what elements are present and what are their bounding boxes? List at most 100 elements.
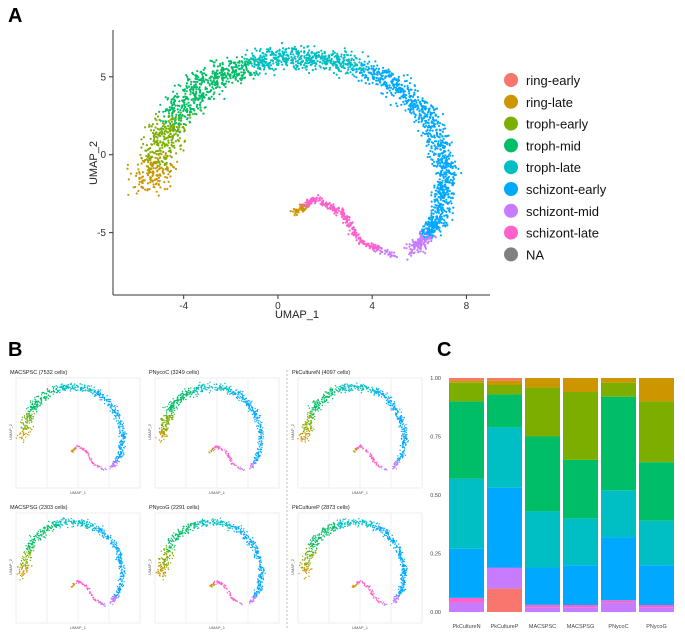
- umap-point: [151, 123, 154, 126]
- umap-point: [323, 62, 326, 65]
- umap-point: [182, 125, 185, 129]
- umap-point: [164, 129, 167, 133]
- umap-point: [213, 61, 216, 64]
- facet-point: [114, 407, 117, 409]
- umap-point: [441, 113, 445, 116]
- umap-point: [227, 69, 230, 72]
- facet-point: [258, 449, 260, 451]
- umap-point: [445, 178, 448, 181]
- umap-point: [211, 86, 214, 89]
- umap-point: [170, 164, 173, 167]
- umap-point: [160, 133, 163, 136]
- umap-point: [184, 92, 187, 95]
- facet-point: [32, 400, 34, 402]
- umap-point: [391, 81, 394, 85]
- umap-point: [151, 131, 155, 135]
- umap-point: [370, 64, 373, 68]
- facet-point: [89, 459, 91, 461]
- umap-point: [313, 197, 316, 200]
- facet-point: [171, 418, 173, 421]
- umap-point: [437, 181, 440, 184]
- umap-point: [232, 66, 235, 69]
- facet-point: [339, 390, 341, 392]
- umap-point: [371, 73, 374, 76]
- umap-point: [449, 151, 452, 154]
- umap-point: [169, 127, 172, 130]
- umap-point: [234, 78, 237, 81]
- umap-point: [368, 60, 371, 63]
- umap-point: [206, 90, 209, 93]
- facet-point: [224, 449, 226, 451]
- umap-point: [142, 142, 145, 146]
- facet-point: [382, 393, 385, 395]
- umap-point: [199, 95, 202, 98]
- umap-point: [310, 52, 313, 55]
- umap-point: [156, 174, 159, 177]
- facet-point: [100, 466, 102, 468]
- umap-point: [422, 225, 425, 228]
- legend-label-troph-early: troph-early: [526, 117, 589, 132]
- umap-point: [335, 66, 338, 69]
- facet-point: [254, 421, 256, 423]
- umap-point: [256, 60, 259, 63]
- facet-point: [36, 395, 38, 398]
- umap-point: [173, 122, 176, 125]
- facet-point: [220, 448, 222, 450]
- umap-point: [449, 196, 452, 199]
- facet-point: [231, 459, 233, 461]
- facet-point: [31, 413, 33, 415]
- umap-point: [410, 99, 413, 102]
- umap-point: [388, 253, 391, 256]
- umap-point: [443, 171, 446, 174]
- facet-point: [24, 418, 27, 420]
- umap-point: [261, 51, 264, 55]
- facet-point: [83, 385, 86, 387]
- umap-point: [146, 182, 150, 185]
- umap-point: [310, 201, 313, 204]
- facet-point: [24, 428, 26, 430]
- umap-point: [383, 252, 386, 255]
- facet-point: [237, 396, 240, 398]
- legend-label-troph-mid: troph-mid: [526, 138, 581, 153]
- legend-swatch-ring-early: [504, 73, 518, 87]
- umap-point: [439, 133, 442, 136]
- umap-point: [150, 125, 153, 128]
- umap-point: [386, 91, 389, 94]
- facet-point: [356, 385, 358, 387]
- umap-point: [192, 89, 195, 92]
- umap-point: [408, 92, 411, 95]
- umap-point: [171, 145, 174, 148]
- facet-point: [165, 434, 167, 436]
- umap-point: [434, 153, 437, 156]
- umap-point: [393, 77, 396, 80]
- umap-point: [419, 233, 422, 236]
- facet-point: [103, 402, 106, 405]
- umap-point: [410, 254, 413, 257]
- umap-point: [312, 199, 315, 203]
- umap-point: [184, 123, 188, 127]
- facet-point: [82, 387, 85, 389]
- facet-point: [21, 430, 24, 433]
- umap-point: [265, 50, 269, 54]
- facet-point: [224, 387, 226, 390]
- umap-point: [392, 94, 395, 97]
- umap-point: [417, 99, 420, 102]
- legend-swatch-schizont-mid: [504, 203, 518, 218]
- facet-point: [121, 451, 123, 454]
- facet-point: [105, 468, 107, 471]
- umap-point: [198, 103, 201, 106]
- umap-point: [426, 121, 429, 124]
- facet-point: [317, 401, 319, 403]
- facet-point: [306, 430, 308, 432]
- umap-point: [362, 239, 365, 242]
- facet-point: [226, 389, 228, 391]
- umap-point: [408, 245, 411, 248]
- umap-point: [301, 66, 304, 69]
- facet-point: [91, 390, 93, 392]
- umap-point: [440, 152, 444, 155]
- facet-point: [19, 433, 21, 435]
- umap-point: [439, 162, 442, 165]
- umap-point: [337, 69, 341, 72]
- facet-point: [23, 415, 26, 417]
- umap-point: [207, 81, 210, 84]
